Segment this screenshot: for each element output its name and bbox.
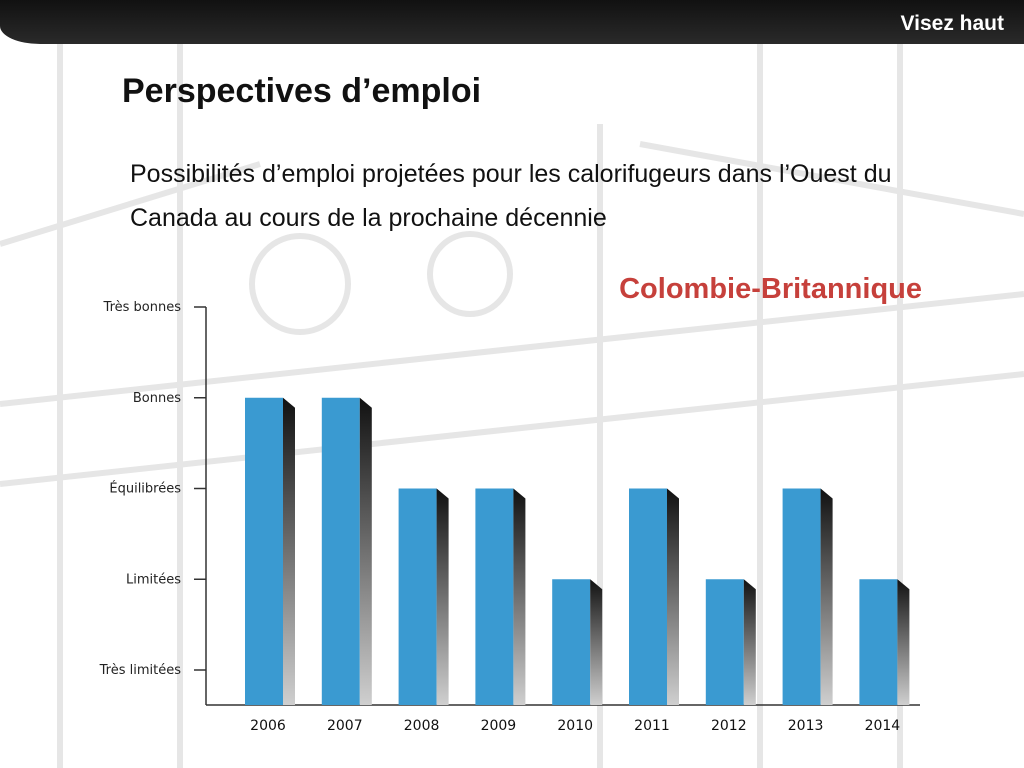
bar-front <box>475 488 514 705</box>
bar-side <box>897 579 910 705</box>
bar <box>629 488 679 705</box>
bar-front <box>321 397 360 705</box>
bar-side <box>513 488 526 705</box>
bar-side <box>590 579 603 705</box>
y-tick-label: Très bonnes <box>103 300 182 315</box>
bar-front <box>245 397 283 705</box>
y-tick-label: Limitées <box>126 572 181 587</box>
y-tick-label: Très limitées <box>99 663 182 678</box>
x-tick-label: 2007 <box>327 718 363 734</box>
bar <box>782 488 833 705</box>
bar-front <box>552 579 591 705</box>
x-tick-label: 2014 <box>865 718 901 734</box>
brand-logo-text: Visez haut <box>900 12 1004 35</box>
bar-side <box>283 397 295 705</box>
bar-side <box>743 579 756 705</box>
x-tick-label: 2012 <box>711 718 747 734</box>
bar-side <box>359 397 372 705</box>
x-tick-label: 2009 <box>481 718 517 734</box>
slide-subtitle: Possibilités d’emploi projetées pour les… <box>130 160 892 232</box>
bar-front <box>398 488 437 705</box>
chart-title: Colombie-Britannique <box>619 273 922 305</box>
bar-front <box>782 488 821 705</box>
bar-side <box>436 488 449 705</box>
x-tick-label: 2010 <box>557 718 593 734</box>
bar-front <box>705 579 744 705</box>
slide-title: Perspectives d’emploi <box>122 72 482 110</box>
bar <box>398 488 449 705</box>
bar <box>705 579 756 705</box>
y-tick-label: Équilibrées <box>109 481 181 497</box>
x-tick-label: 2011 <box>634 718 670 734</box>
x-tick-label: 2013 <box>788 718 824 734</box>
bar <box>321 397 372 705</box>
bar-side <box>667 488 679 705</box>
bar <box>859 579 910 705</box>
bar <box>245 397 295 705</box>
x-tick-label: 2006 <box>250 718 286 734</box>
bar-front <box>859 579 898 705</box>
top-banner: Visez haut <box>0 0 1024 44</box>
bar-front <box>629 488 667 705</box>
y-tick-label: Bonnes <box>133 391 181 406</box>
bar-side <box>820 488 833 705</box>
x-tick-label: 2008 <box>404 718 440 734</box>
bar <box>552 579 603 705</box>
background-illustration <box>0 44 1024 768</box>
bar <box>475 488 526 705</box>
